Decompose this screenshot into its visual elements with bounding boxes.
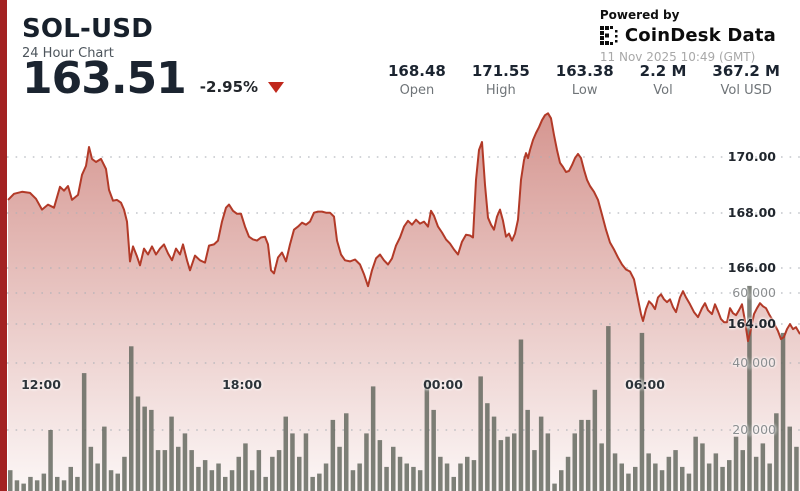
stat-vol-usd: 367.2 M Vol USD bbox=[712, 62, 780, 98]
chart-timestamp: 11 Nov 2025 10:49 (GMT) bbox=[599, 50, 756, 64]
symbol-title: SOL-USD bbox=[22, 14, 154, 44]
chart-subtitle: 24 Hour Chart bbox=[22, 46, 114, 61]
last-price: 163.51 bbox=[22, 53, 187, 104]
price-axis-label: 166.00 bbox=[727, 260, 776, 275]
stats-row: 168.48 Open 171.55 High 163.38 Low 2.2 M… bbox=[362, 62, 780, 98]
stat-vol-usd-value: 367.2 M bbox=[712, 62, 780, 80]
volume-axis-label: 20,000 bbox=[732, 422, 776, 437]
stat-vol: 2.2 M Vol bbox=[640, 62, 687, 98]
stat-vol-label: Vol bbox=[653, 83, 673, 98]
powered-by-label: Powered by bbox=[599, 8, 680, 22]
stat-open: 168.48 Open bbox=[388, 62, 446, 98]
volume-axis-label: 40,000 bbox=[732, 355, 776, 370]
left-accent-bar bbox=[0, 0, 7, 491]
down-triangle-icon bbox=[268, 81, 285, 93]
stat-low: 163.38 Low bbox=[556, 62, 614, 98]
stat-high-value: 171.55 bbox=[471, 62, 530, 80]
price-axis-label: 170.00 bbox=[727, 149, 776, 164]
stat-vol-value: 2.2 M bbox=[639, 62, 687, 80]
time-axis-label: 00:00 bbox=[423, 377, 463, 392]
stat-low-label: Low bbox=[571, 83, 598, 98]
time-axis-label: 06:00 bbox=[625, 377, 665, 392]
coindesk-logo-icon bbox=[599, 26, 618, 45]
price-axis-label: 168.00 bbox=[727, 205, 776, 220]
stat-high: 171.55 High bbox=[472, 62, 530, 98]
volume-axis-label: 60,000 bbox=[732, 285, 776, 300]
stat-open-value: 168.48 bbox=[387, 62, 446, 80]
stat-open-label: Open bbox=[399, 83, 435, 98]
price-axis-label: 164.00 bbox=[727, 316, 776, 331]
time-axis-label: 18:00 bbox=[222, 377, 262, 392]
stat-low-value: 163.38 bbox=[555, 62, 614, 80]
brand-name: CoinDesk Data bbox=[624, 25, 776, 46]
price-change: -2.95% bbox=[199, 78, 259, 97]
stat-vol-usd-label: Vol USD bbox=[720, 83, 772, 98]
time-axis-label: 12:00 bbox=[21, 377, 61, 392]
stat-high-label: High bbox=[485, 83, 516, 98]
